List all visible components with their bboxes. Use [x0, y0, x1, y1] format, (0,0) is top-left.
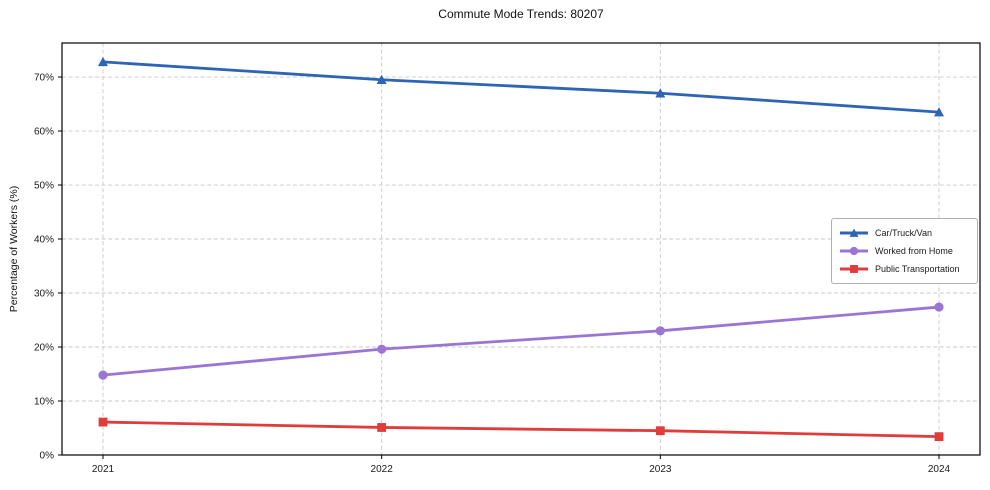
y-tick-label: 70% [34, 73, 54, 84]
square-marker-icon [934, 432, 944, 442]
triangle-line-sample-icon [840, 228, 868, 237]
square-marker-icon [850, 265, 858, 273]
y-tick-label: 0% [40, 451, 55, 462]
square-marker-icon [98, 417, 108, 427]
legend-label: Public Transportation [875, 264, 960, 274]
square-line-sample-icon [840, 265, 868, 273]
legend-item-public-transportation: Public Transportation [839, 261, 971, 277]
circle-marker-icon [98, 370, 108, 380]
circle-marker-icon [377, 344, 387, 354]
circle-marker-icon [849, 246, 859, 256]
series-line [102, 420, 940, 439]
square-marker-icon [655, 426, 665, 436]
legend-item-car-truck-van: Car/Truck/Van [839, 225, 971, 241]
triangle-marker-icon [934, 107, 944, 117]
legend-label: Worked from Home [875, 246, 953, 256]
y-tick-label: 10% [34, 397, 54, 408]
triangle-marker-icon [655, 88, 666, 98]
legend-label: Car/Truck/Van [875, 228, 933, 238]
triangle-marker-icon [849, 228, 859, 237]
series-line [102, 305, 940, 377]
legend-item-worked-from-home: Worked from Home [839, 243, 971, 259]
series-line [102, 60, 940, 114]
legend: Car/Truck/Van Worked from Home Public Tr… [831, 218, 978, 284]
circle-marker-icon [655, 326, 665, 336]
x-tick-label: 2024 [928, 464, 951, 475]
triangle-marker-icon [98, 56, 108, 67]
x-tick-label: 2022 [371, 464, 394, 475]
y-tick-label: 30% [34, 289, 54, 300]
y-tick-label: 20% [34, 343, 54, 354]
plot-border [61, 42, 981, 456]
y-tick-label: 60% [34, 127, 54, 138]
y-tick-label: 40% [34, 235, 54, 246]
x-tick-label: 2021 [92, 464, 115, 475]
y-tick-label: 50% [34, 181, 54, 192]
circle-line-sample-icon [840, 246, 868, 256]
chart-title: Commute Mode Trends: 80207 [438, 7, 604, 21]
x-tick-label: 2023 [649, 464, 672, 475]
circle-marker-icon [934, 302, 944, 312]
triangle-marker-icon [376, 74, 387, 84]
square-marker-icon [377, 423, 387, 432]
